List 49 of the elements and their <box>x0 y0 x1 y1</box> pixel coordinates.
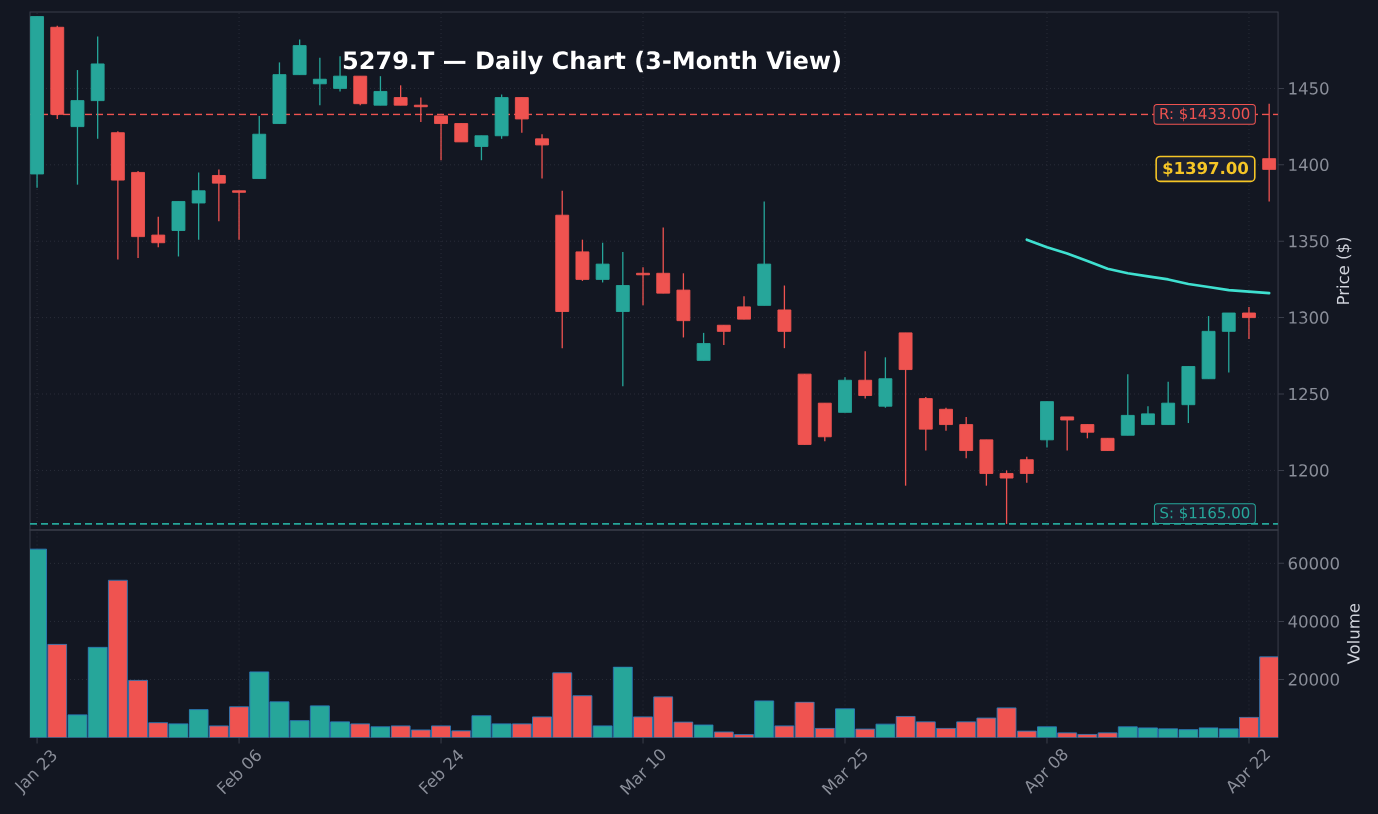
x-tick-label: Feb 06 <box>216 749 261 795</box>
candlestick <box>454 122 469 143</box>
x-tick-label: Apr 22 <box>1227 749 1271 794</box>
y-tick-label: 1350 <box>1289 234 1329 248</box>
y-tick-label: 60000 <box>1288 557 1339 570</box>
candlestick <box>1221 312 1236 374</box>
y-tick-label: 1250 <box>1289 387 1329 401</box>
x-tick-label: Jan 23 <box>14 750 57 796</box>
x-tick-label: Mar 25 <box>821 748 868 795</box>
candlestick <box>1120 373 1135 436</box>
ref-line-label: R: $1433.00 <box>1160 107 1250 122</box>
y-tick-label: 1200 <box>1289 464 1329 477</box>
ref-line-label: S: $1165.00 <box>1160 506 1250 521</box>
y-tick-label: 1300 <box>1289 311 1329 324</box>
candlestick <box>474 135 489 161</box>
candlestick <box>939 407 953 432</box>
x-tick-label: Apr 08 <box>1025 748 1068 794</box>
x-tick-label: Mar 10 <box>619 749 666 795</box>
candlestick <box>1242 306 1256 340</box>
y-tick-label: 40000 <box>1288 615 1339 628</box>
candlestick <box>393 84 408 106</box>
candlestick <box>858 350 873 400</box>
annotation: $1397.00 <box>1163 161 1249 177</box>
x-tick-label: Feb 24 <box>418 749 464 795</box>
y-axis-title: Price ($) <box>1336 237 1352 304</box>
candlestick <box>1161 381 1176 426</box>
candlestick <box>1019 456 1034 484</box>
candlestick <box>595 242 610 284</box>
candlestick <box>373 75 388 106</box>
candlestick <box>716 324 731 346</box>
candlestick <box>232 190 246 241</box>
candlestick <box>777 284 792 349</box>
candlestick <box>1060 416 1075 452</box>
line-series <box>1025 238 1271 295</box>
candlestick <box>535 133 549 180</box>
y-tick-label: 20000 <box>1288 673 1339 686</box>
y-tick-label: 1450 <box>1289 82 1329 95</box>
candlestick <box>151 216 166 248</box>
y-tick-label: 1400 <box>1289 158 1329 172</box>
text: 5279.T — Daily Chart (3-Month View) <box>343 50 840 75</box>
y-axis-title: Volume <box>1346 603 1360 665</box>
candlestick <box>211 168 226 222</box>
candlestick <box>191 171 206 241</box>
candlestick <box>696 332 711 362</box>
candlestick <box>1141 405 1155 426</box>
candlestick <box>737 295 751 320</box>
candlestick <box>312 57 327 106</box>
candlestick <box>999 469 1014 525</box>
candlestick <box>656 226 671 294</box>
